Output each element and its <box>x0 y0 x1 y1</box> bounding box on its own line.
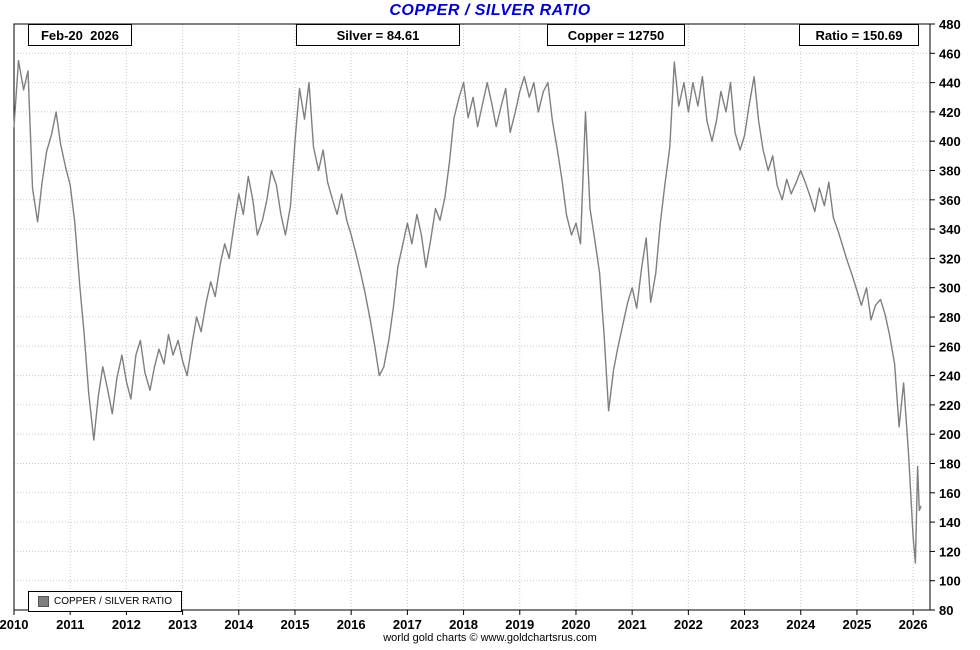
ratio-value-label: Ratio = 150.69 <box>815 27 903 43</box>
y-tick-label: 340 <box>939 222 961 237</box>
copper-value-label: Copper = 12750 <box>567 27 665 43</box>
x-tick-label: 2025 <box>842 617 871 632</box>
chart-title: COPPER / SILVER RATIO <box>389 2 591 19</box>
y-tick-label: 220 <box>939 398 961 413</box>
legend-swatch-icon <box>38 596 49 607</box>
ratio-line <box>13 59 922 564</box>
legend-box: COPPER / SILVER RATIO <box>28 591 182 612</box>
y-tick-label: 80 <box>939 603 953 618</box>
legend-label: COPPER / SILVER RATIO <box>54 596 172 607</box>
copper-info-box: Copper = 12750 <box>547 24 685 46</box>
y-tick-label: 440 <box>939 76 961 91</box>
x-tick-label: 2013 <box>168 617 197 632</box>
y-tick-label: 240 <box>939 369 961 384</box>
y-tick-label: 200 <box>939 427 961 442</box>
plot-frame <box>13 23 931 611</box>
y-tick-label: 280 <box>939 310 961 325</box>
x-tick-label: 2016 <box>337 617 366 632</box>
date-info-box: Feb-20 2026 <box>28 24 132 46</box>
x-tick-label: 2011 <box>56 617 84 632</box>
x-tick-label: 2021 <box>618 617 647 632</box>
y-tick-label: 360 <box>939 193 961 208</box>
x-tick-label: 2023 <box>730 617 759 632</box>
y-tick-label: 420 <box>939 105 961 120</box>
y-tick-label: 260 <box>939 339 961 354</box>
x-tick-label: 2015 <box>281 617 310 632</box>
ratio-info-box: Ratio = 150.69 <box>799 24 919 46</box>
x-tick-label: 2014 <box>224 617 254 632</box>
y-tick-label: 480 <box>939 17 961 32</box>
y-tick-label: 380 <box>939 164 961 179</box>
x-tick-label: 2010 <box>0 617 28 632</box>
silver-info-box: Silver = 84.61 <box>296 24 460 46</box>
y-tick-label: 400 <box>939 134 961 149</box>
y-tick-label: 100 <box>939 574 961 589</box>
x-tick-label: 2017 <box>393 617 422 632</box>
x-tick-label: 2019 <box>505 617 534 632</box>
silver-value-label: Silver = 84.61 <box>336 27 420 43</box>
y-tick-label: 160 <box>939 486 961 501</box>
footer-credit: world gold charts © www.goldchartsrus.co… <box>383 632 597 644</box>
y-tick-label: 460 <box>939 46 961 61</box>
y-tick-label: 180 <box>939 457 961 472</box>
y-tick-label: 320 <box>939 251 961 266</box>
x-tick-label: 2018 <box>449 617 478 632</box>
x-tick-label: 2020 <box>562 617 591 632</box>
date-label: Feb-20 2026 <box>40 27 120 43</box>
x-tick-label: 2012 <box>112 617 141 632</box>
y-tick-label: 300 <box>939 281 961 296</box>
y-tick-label: 140 <box>939 515 961 530</box>
x-tick-label: 2022 <box>674 617 703 632</box>
x-tick-label: 2026 <box>899 617 928 632</box>
y-tick-label: 120 <box>939 544 961 559</box>
x-tick-label: 2024 <box>786 617 816 632</box>
